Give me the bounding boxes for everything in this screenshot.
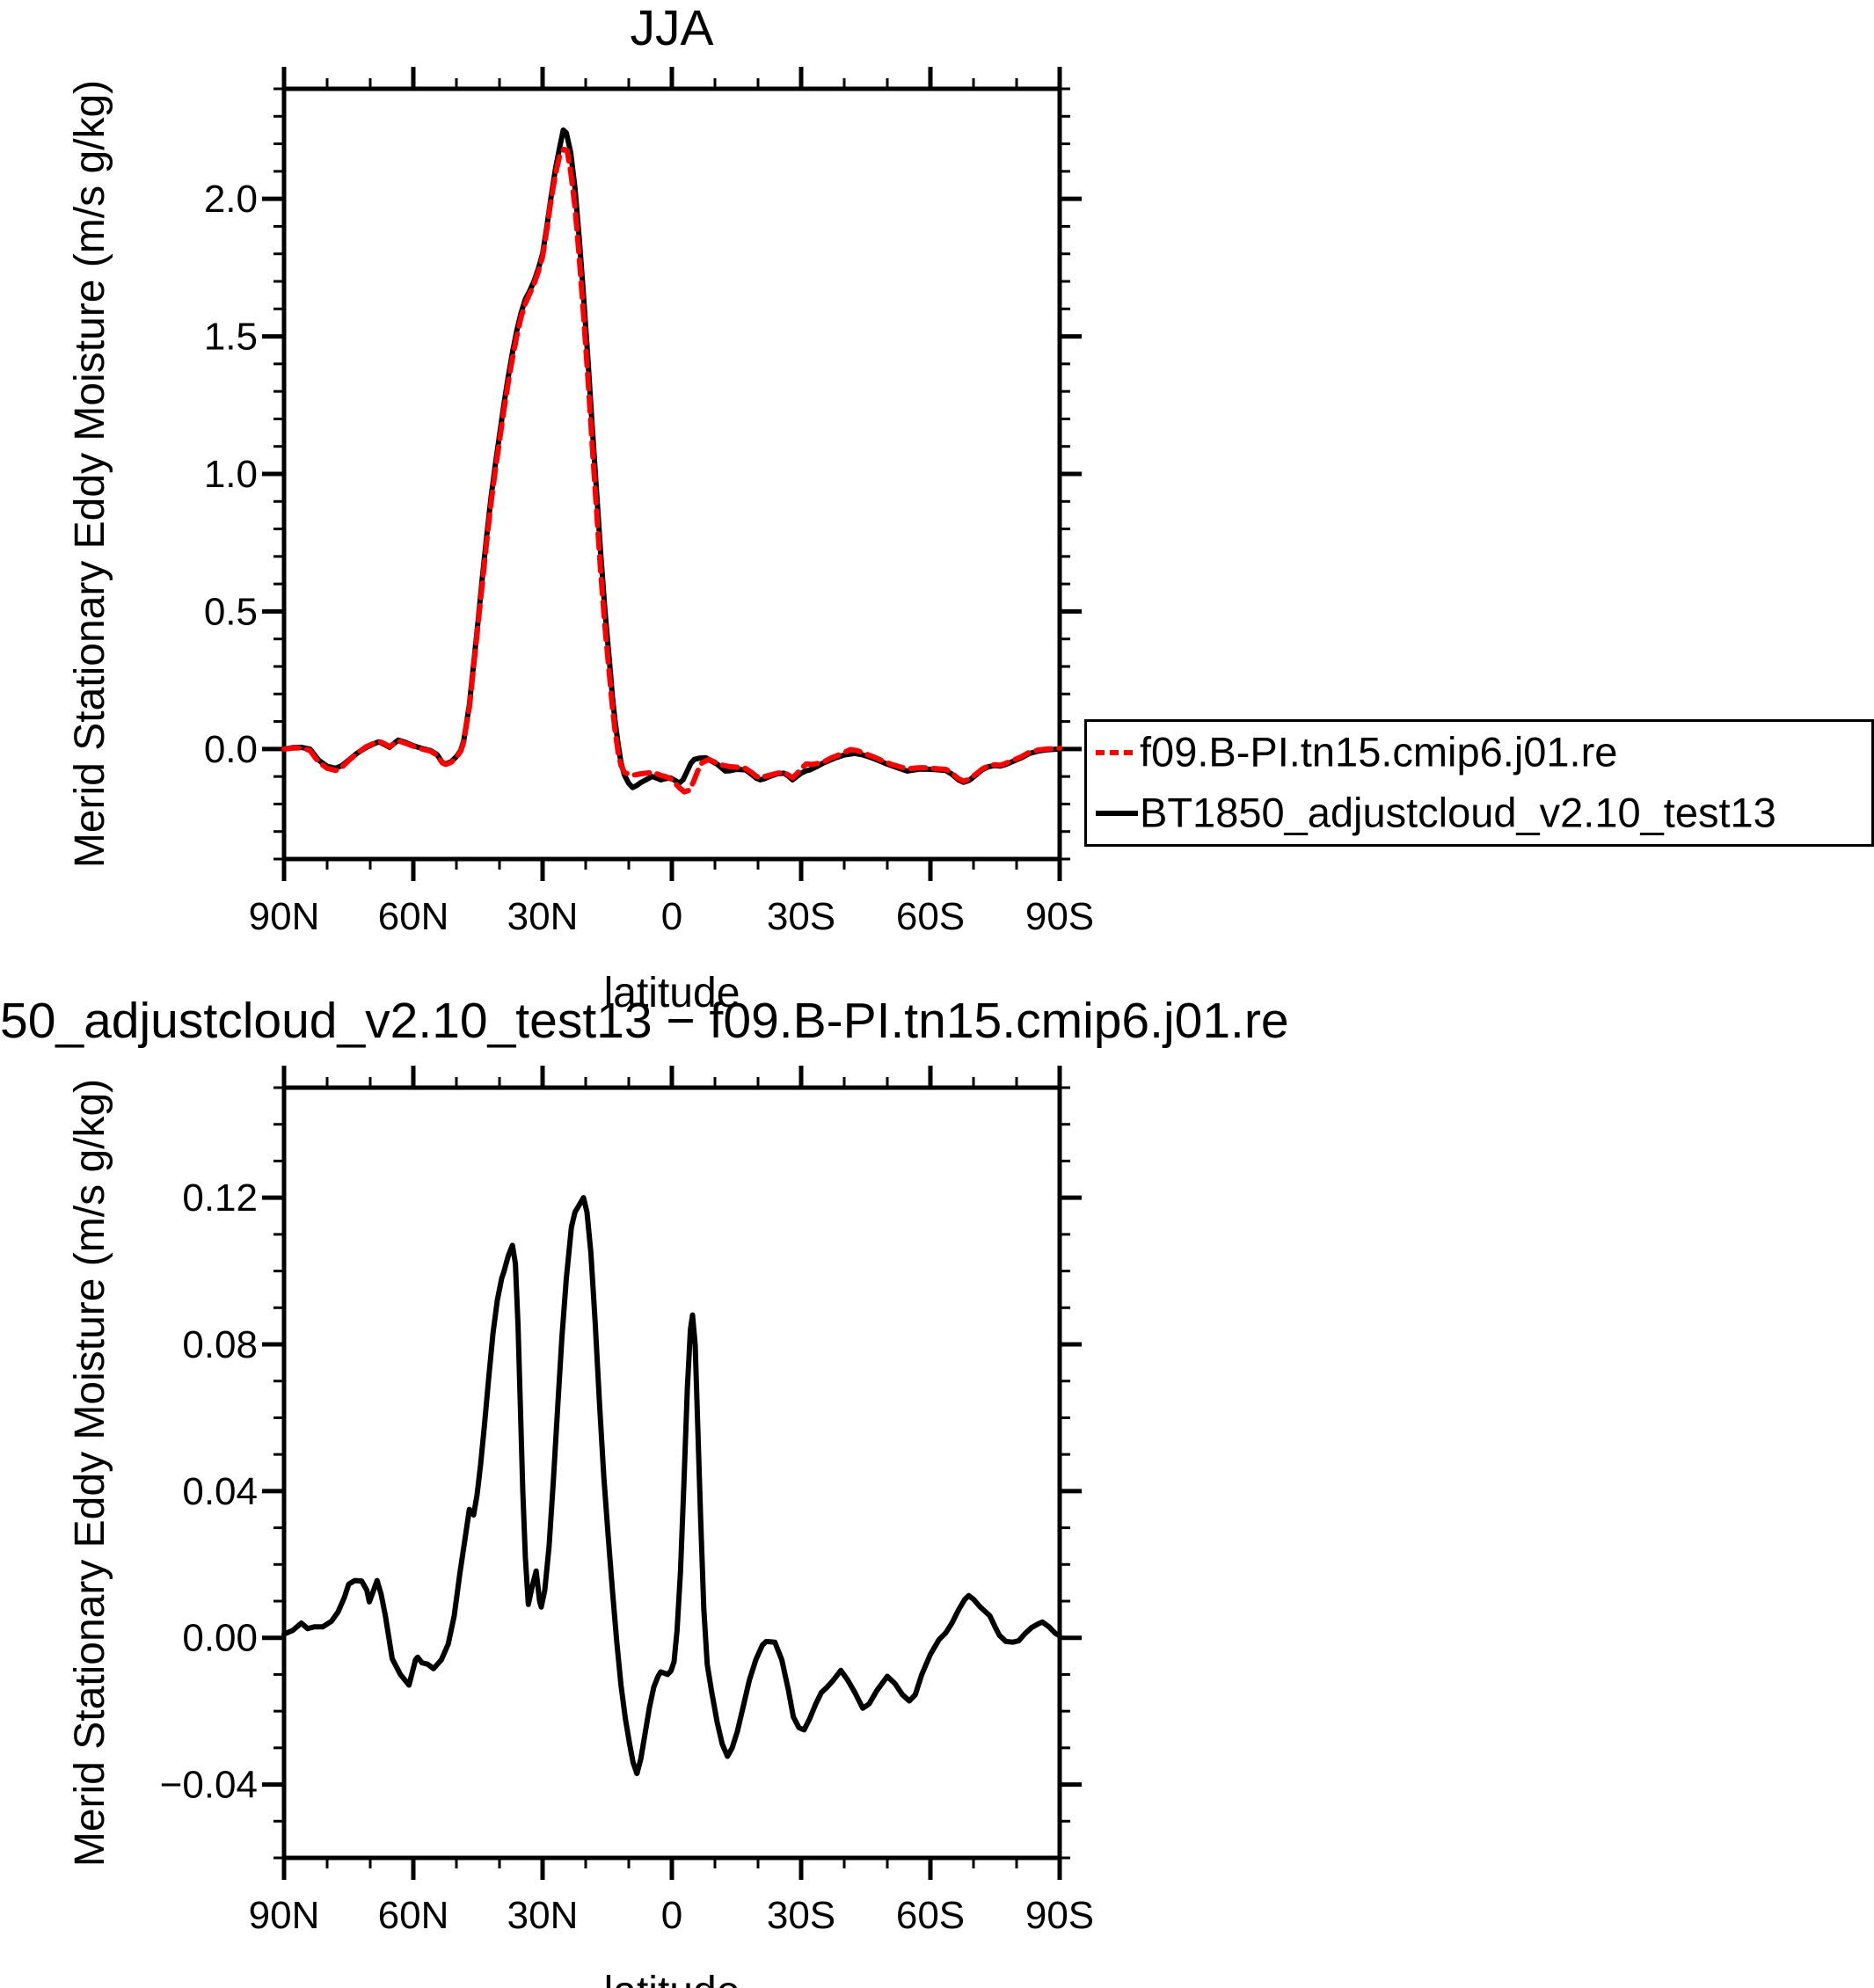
series-bt1850-adjustcloud-v2-10-test13-minus-f09-b-pi-tn15-cmip6-j01-re — [281, 1195, 1062, 1777]
y-tick-label: 0.12 — [182, 1176, 258, 1220]
y-tick-label: −0.04 — [160, 1764, 258, 1807]
x-tick-label: 60S — [896, 895, 965, 938]
dashed-line-sample-icon — [1096, 749, 1138, 755]
y-tick-label: 1.5 — [204, 316, 258, 359]
bottom-chart-title: 50_adjustcloud_v2.10_test13 − f09.B-PI.t… — [0, 993, 1289, 1049]
legend-box: f09.B-PI.tn15.cmip6.j01.re BT1850_adjust… — [1084, 719, 1874, 847]
x-tick-label: 30N — [507, 895, 579, 938]
x-axis-title: latitude — [604, 1969, 740, 1988]
plot-box — [281, 1085, 1062, 1861]
y-tick-label: 0.08 — [182, 1323, 258, 1366]
y-axis-title: Merid Stationary Eddy Moisture (m/s g/kg… — [67, 80, 113, 868]
y-axis-title: Merid Stationary Eddy Moisture (m/s g/kg… — [67, 1079, 113, 1867]
y-tick-label: 2.0 — [204, 178, 258, 221]
x-tick-label: 0 — [661, 895, 682, 938]
legend-label: f09.B-PI.tn15.cmip6.j01.re — [1140, 727, 1618, 775]
x-tick-label: 30N — [507, 1894, 579, 1937]
x-tick-label: 30S — [767, 895, 835, 938]
chart-panel-1: 90N 60N 30N 0 30S 60S 90S −0.04 0.00 0.04 0.08 0.12… — [67, 1066, 1094, 1988]
x-tick-label: 90N — [249, 1894, 320, 1937]
legend-label: BT1850_adjustcloud_v2.10_test13 — [1140, 788, 1776, 835]
x-tick-label: 60N — [378, 895, 449, 938]
x-tick-label: 90S — [1025, 895, 1094, 938]
x-tick-label: 90N — [249, 895, 320, 938]
solid-line-sample-icon — [1096, 810, 1138, 816]
x-axis-title: latitude — [604, 970, 740, 1016]
legend-item-bt1850: BT1850_adjustcloud_v2.10_test13 — [1087, 783, 1871, 843]
series-f09-b-pi-tn15-cmip6-j01-re — [281, 146, 1062, 795]
x-tick-label: 0 — [661, 1894, 682, 1937]
y-tick-label: 0.04 — [182, 1470, 258, 1513]
chart-panel-0: 90N 60N 30N 0 30S 60S 90S 0.0 0.5 1.0 1.5 2.0 latitu… — [67, 67, 1094, 1016]
top-chart-title: JJA — [630, 0, 714, 56]
series-bt1850-adjustcloud-v2-10-test13 — [281, 127, 1062, 790]
x-tick-label: 30S — [767, 1894, 835, 1937]
x-tick-label: 60S — [896, 1894, 965, 1937]
y-tick-label: 0.00 — [182, 1617, 258, 1660]
y-tick-label: 0.5 — [204, 590, 258, 633]
legend-item-f09: f09.B-PI.tn15.cmip6.j01.re — [1087, 722, 1871, 783]
x-tick-label: 60N — [378, 1894, 449, 1937]
y-tick-label: 0.0 — [204, 728, 258, 771]
x-tick-label: 90S — [1025, 1894, 1094, 1937]
y-tick-label: 1.0 — [204, 453, 258, 496]
